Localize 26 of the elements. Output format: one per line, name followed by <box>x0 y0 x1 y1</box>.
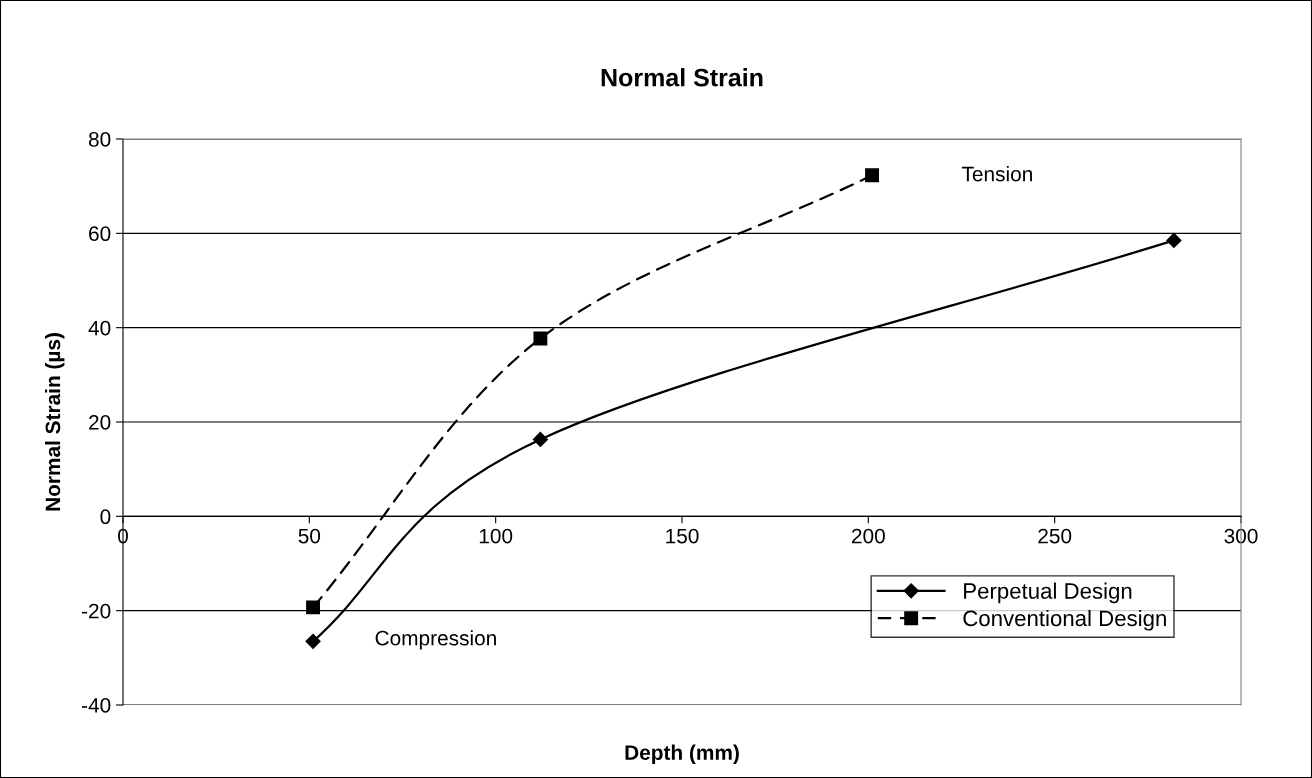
annotation: Compression <box>375 630 496 650</box>
x-axis-title: Depth (mm) <box>625 744 739 765</box>
annotation: Tension <box>961 166 1032 182</box>
point <box>1166 232 1182 248</box>
x-tick-label: 250 <box>1038 528 1072 544</box>
y-tick-label: -20 <box>82 603 111 619</box>
x-tick-label: 150 <box>666 528 699 544</box>
point <box>306 600 321 615</box>
y-tick-label: -40 <box>82 698 111 713</box>
point <box>305 633 321 649</box>
x-tick-label: 200 <box>852 528 885 544</box>
chart-title: Normal Strain <box>601 68 763 87</box>
x-tick-label: 50 <box>298 528 321 544</box>
legend-label: Perpetual Design <box>964 582 1132 604</box>
point <box>865 168 880 183</box>
y-tick-label: 60 <box>89 226 111 242</box>
point <box>533 331 548 346</box>
point <box>532 431 548 448</box>
legend-label: Conventional Design <box>963 609 1166 631</box>
y-axis-title: Normal Strain (µs) <box>44 333 65 511</box>
y-tick-label: 40 <box>88 320 111 336</box>
y-tick-label: 0 <box>100 509 111 525</box>
y-tick-label: 20 <box>89 415 111 430</box>
x-tick-label: 300 <box>1224 528 1258 544</box>
y-tick-label: 80 <box>88 132 111 147</box>
x-tick-label: 100 <box>479 528 513 544</box>
